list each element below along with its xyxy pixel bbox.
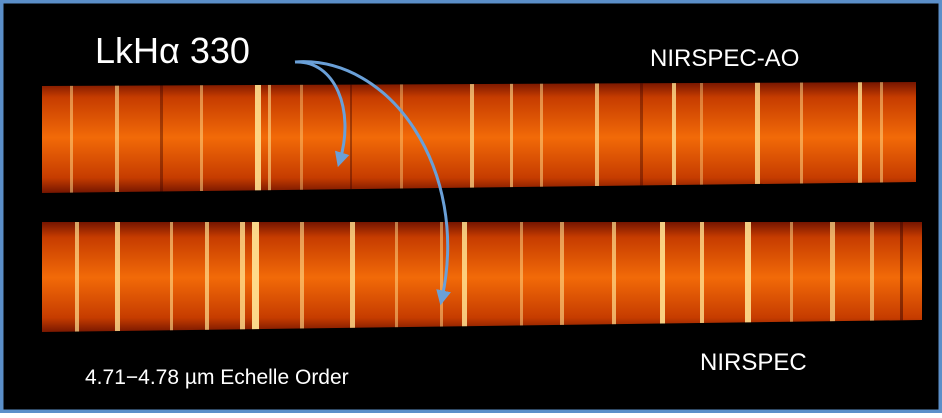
target-label: LkHα 330 bbox=[95, 30, 250, 71]
spectral-line bbox=[660, 220, 665, 335]
spectral-line bbox=[672, 80, 676, 195]
spectral-line bbox=[160, 80, 163, 195]
figure: LkHα 330 NIRSPEC-AO NIRSPEC 4.71−4.78 µm… bbox=[0, 0, 942, 413]
spectral-line bbox=[790, 220, 793, 335]
spectral-line bbox=[70, 80, 73, 195]
spectral-line bbox=[900, 220, 903, 335]
spectral-line bbox=[880, 80, 883, 195]
spectral-line bbox=[300, 220, 304, 335]
spectral-line bbox=[170, 220, 173, 335]
spectral-line bbox=[400, 80, 403, 195]
spectral-line bbox=[115, 220, 120, 335]
spectrum-nirspec bbox=[42, 220, 924, 335]
spectral-line bbox=[440, 220, 443, 335]
spectrum-ao bbox=[42, 80, 918, 195]
instrument-label: NIRSPEC bbox=[700, 349, 807, 376]
spectral-line bbox=[395, 220, 398, 335]
spectral-line bbox=[200, 80, 203, 195]
instrument-label: NIRSPEC-AO bbox=[650, 45, 799, 72]
spectral-line bbox=[700, 220, 704, 335]
spectral-line bbox=[595, 80, 599, 195]
spectral-line bbox=[745, 220, 751, 335]
spectral-line bbox=[252, 220, 259, 335]
spectral-line bbox=[350, 80, 352, 195]
spectral-line bbox=[350, 220, 355, 335]
order-label: 4.71−4.78 µm Echelle Order bbox=[85, 366, 349, 389]
spectral-line bbox=[700, 80, 703, 195]
spectral-line bbox=[268, 80, 271, 195]
spectral-line bbox=[520, 220, 523, 335]
spectral-line bbox=[870, 220, 874, 335]
spectral-line bbox=[462, 220, 467, 335]
spectral-line bbox=[540, 80, 543, 195]
spectral-line bbox=[255, 80, 261, 195]
spectral-line bbox=[510, 80, 513, 195]
spectral-line bbox=[755, 80, 760, 195]
spectral-line bbox=[800, 80, 803, 195]
spectral-line bbox=[75, 220, 79, 335]
spectral-line bbox=[640, 80, 643, 195]
spectral-line bbox=[612, 220, 616, 335]
spectral-line bbox=[240, 220, 245, 335]
spectral-line bbox=[830, 220, 835, 335]
spectral-line bbox=[858, 80, 862, 195]
spectral-line bbox=[300, 80, 303, 195]
spectral-line bbox=[470, 80, 474, 195]
spectral-line bbox=[560, 220, 564, 335]
spectral-line bbox=[205, 220, 209, 335]
spectral-line bbox=[115, 80, 119, 195]
